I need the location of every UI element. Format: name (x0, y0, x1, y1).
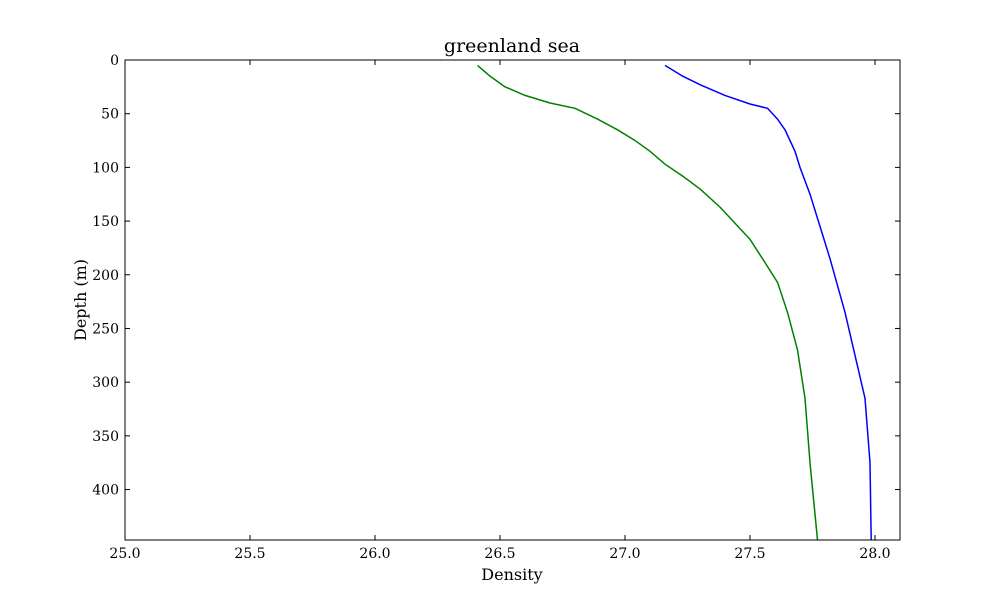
y-tick-label: 150 (92, 214, 119, 230)
x-tick-label: 25.5 (234, 546, 265, 562)
y-axis-ticks: 0 50 100 150 200 250 300 350 400 (92, 53, 900, 499)
y-tick-label: 250 (92, 321, 119, 337)
y-axis-label: Depth (m) (71, 259, 90, 341)
x-tick-label: 27.5 (734, 546, 765, 562)
y-tick-label: 400 (92, 483, 119, 499)
x-tick-label: 25.0 (109, 546, 140, 562)
y-tick-label: 50 (101, 107, 119, 123)
series-line-2 (477, 64, 819, 541)
x-tick-label: 26.5 (484, 546, 515, 562)
y-tick-label: 200 (92, 268, 119, 284)
series-line-1 (664, 64, 872, 541)
series-layer (477, 64, 872, 541)
x-tick-label: 26.0 (359, 546, 390, 562)
y-tick-label: 350 (92, 429, 119, 445)
chart-title: greenland sea (444, 35, 580, 57)
x-axis-label: Density (481, 565, 542, 584)
x-tick-label: 28.0 (859, 546, 890, 562)
plot-frame (124, 59, 901, 541)
y-tick-label: 0 (110, 53, 119, 69)
y-tick-label: 100 (92, 160, 119, 176)
x-axis-ticks: 25.0 25.5 26.0 26.5 27.0 27.5 28.0 (109, 60, 891, 562)
x-tick-label: 27.0 (609, 546, 640, 562)
y-tick-label: 300 (92, 375, 119, 391)
